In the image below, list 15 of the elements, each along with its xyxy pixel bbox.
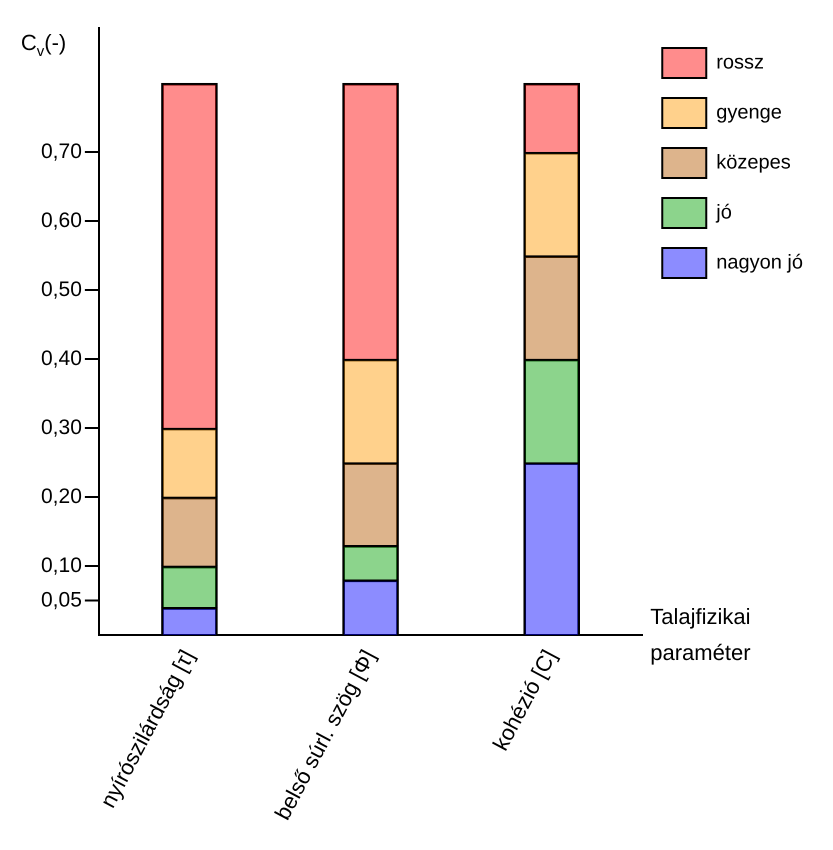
y-tick-label: 0,30 bbox=[40, 416, 82, 439]
legend-label: nagyon jó bbox=[716, 252, 804, 274]
y-tick-label: 0,60 bbox=[40, 208, 82, 232]
y-tick-label: 0,40 bbox=[40, 346, 82, 370]
legend-label: gyenge bbox=[716, 102, 782, 124]
y-tick-label: 0,50 bbox=[40, 278, 82, 301]
x-tick-label: belső súrl. szög [Φ] bbox=[270, 646, 380, 824]
y-tick-label: 0,70 bbox=[40, 140, 82, 163]
legend-label: rossz bbox=[716, 52, 764, 74]
legend-label: jó bbox=[715, 202, 732, 224]
y-tick-label: 0,20 bbox=[40, 484, 82, 508]
y-tick-label: 0,05 bbox=[40, 588, 82, 612]
legend-label: közepes bbox=[716, 152, 791, 174]
x-axis-title: Talajfizikai paraméter bbox=[650, 604, 751, 666]
y-tick-label: 0,10 bbox=[40, 554, 82, 577]
